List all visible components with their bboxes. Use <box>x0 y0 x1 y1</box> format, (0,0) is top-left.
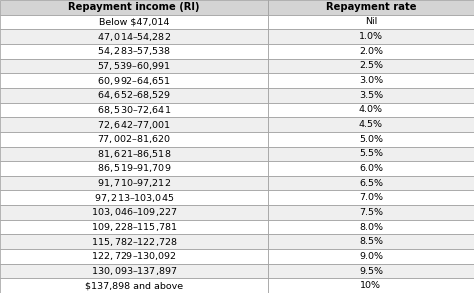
Bar <box>0 190 268 205</box>
Text: $109,228 – $115,781: $109,228 – $115,781 <box>91 221 177 233</box>
Bar <box>268 176 474 190</box>
Bar <box>0 278 268 293</box>
Bar <box>0 146 268 161</box>
Text: 10%: 10% <box>360 281 382 290</box>
Text: 5.5%: 5.5% <box>359 149 383 158</box>
Bar <box>268 29 474 44</box>
Text: $77,002 – $81,620: $77,002 – $81,620 <box>97 133 171 145</box>
Text: $72,642 – $77,001: $72,642 – $77,001 <box>97 119 171 130</box>
Text: $91,710 – $97,212: $91,710 – $97,212 <box>97 177 171 189</box>
Text: 2.5%: 2.5% <box>359 62 383 70</box>
Text: 8.0%: 8.0% <box>359 223 383 231</box>
Text: $81,621 – $86,518: $81,621 – $86,518 <box>97 148 171 160</box>
Text: $130,093 – $137,897: $130,093 – $137,897 <box>91 265 177 277</box>
Text: $115,782 – $122,728: $115,782 – $122,728 <box>91 236 177 248</box>
Bar <box>0 205 268 220</box>
Text: Nil: Nil <box>365 18 377 26</box>
Text: 5.0%: 5.0% <box>359 135 383 144</box>
Text: $47,014 – $54,282: $47,014 – $54,282 <box>97 31 171 42</box>
Text: 2.0%: 2.0% <box>359 47 383 56</box>
Text: 7.0%: 7.0% <box>359 193 383 202</box>
Text: 3.5%: 3.5% <box>359 91 383 100</box>
Text: 6.0%: 6.0% <box>359 164 383 173</box>
Bar <box>0 132 268 146</box>
Text: 6.5%: 6.5% <box>359 179 383 188</box>
Text: $97,213 – $103,045: $97,213 – $103,045 <box>94 192 174 204</box>
Bar <box>0 264 268 278</box>
Bar <box>268 117 474 132</box>
Bar <box>268 234 474 249</box>
Text: $60,992 – $64,651: $60,992 – $64,651 <box>97 75 171 86</box>
Text: $54,283 – $57,538: $54,283 – $57,538 <box>97 45 171 57</box>
Text: 9.0%: 9.0% <box>359 252 383 261</box>
Text: $86,519 – $91,709: $86,519 – $91,709 <box>97 163 171 174</box>
Text: 9.5%: 9.5% <box>359 267 383 275</box>
Bar <box>268 0 474 15</box>
Text: $68,530 – $72,641: $68,530 – $72,641 <box>97 104 171 116</box>
Bar <box>0 161 268 176</box>
Text: Repayment income (RI): Repayment income (RI) <box>68 2 200 12</box>
Text: $64,652 – $68,529: $64,652 – $68,529 <box>97 89 171 101</box>
Bar <box>0 73 268 88</box>
Text: 4.5%: 4.5% <box>359 120 383 129</box>
Text: 4.0%: 4.0% <box>359 105 383 114</box>
Bar <box>0 220 268 234</box>
Bar <box>268 44 474 59</box>
Bar <box>0 117 268 132</box>
Text: Repayment rate: Repayment rate <box>326 2 416 12</box>
Text: $57,539 – $60,991: $57,539 – $60,991 <box>97 60 171 72</box>
Bar <box>0 234 268 249</box>
Text: Below $47,014: Below $47,014 <box>99 18 169 26</box>
Bar <box>0 88 268 103</box>
Bar <box>0 44 268 59</box>
Bar <box>0 103 268 117</box>
Text: $103,046 – $109,227: $103,046 – $109,227 <box>91 207 177 218</box>
Bar <box>268 205 474 220</box>
Bar <box>0 29 268 44</box>
Bar <box>268 249 474 264</box>
Text: 1.0%: 1.0% <box>359 32 383 41</box>
Bar <box>0 0 268 15</box>
Bar <box>0 176 268 190</box>
Bar <box>268 73 474 88</box>
Text: $122,729 – $130,092: $122,729 – $130,092 <box>91 251 177 262</box>
Text: 3.0%: 3.0% <box>359 76 383 85</box>
Text: 7.5%: 7.5% <box>359 208 383 217</box>
Bar <box>268 132 474 146</box>
Bar <box>268 146 474 161</box>
Bar <box>268 88 474 103</box>
Bar <box>268 59 474 73</box>
Text: 8.5%: 8.5% <box>359 237 383 246</box>
Bar <box>268 190 474 205</box>
Bar <box>268 161 474 176</box>
Bar <box>0 15 268 29</box>
Bar <box>268 15 474 29</box>
Bar <box>268 264 474 278</box>
Bar <box>0 249 268 264</box>
Bar <box>268 278 474 293</box>
Bar <box>0 59 268 73</box>
Bar <box>268 220 474 234</box>
Bar <box>268 103 474 117</box>
Text: $137,898 and above: $137,898 and above <box>85 281 183 290</box>
